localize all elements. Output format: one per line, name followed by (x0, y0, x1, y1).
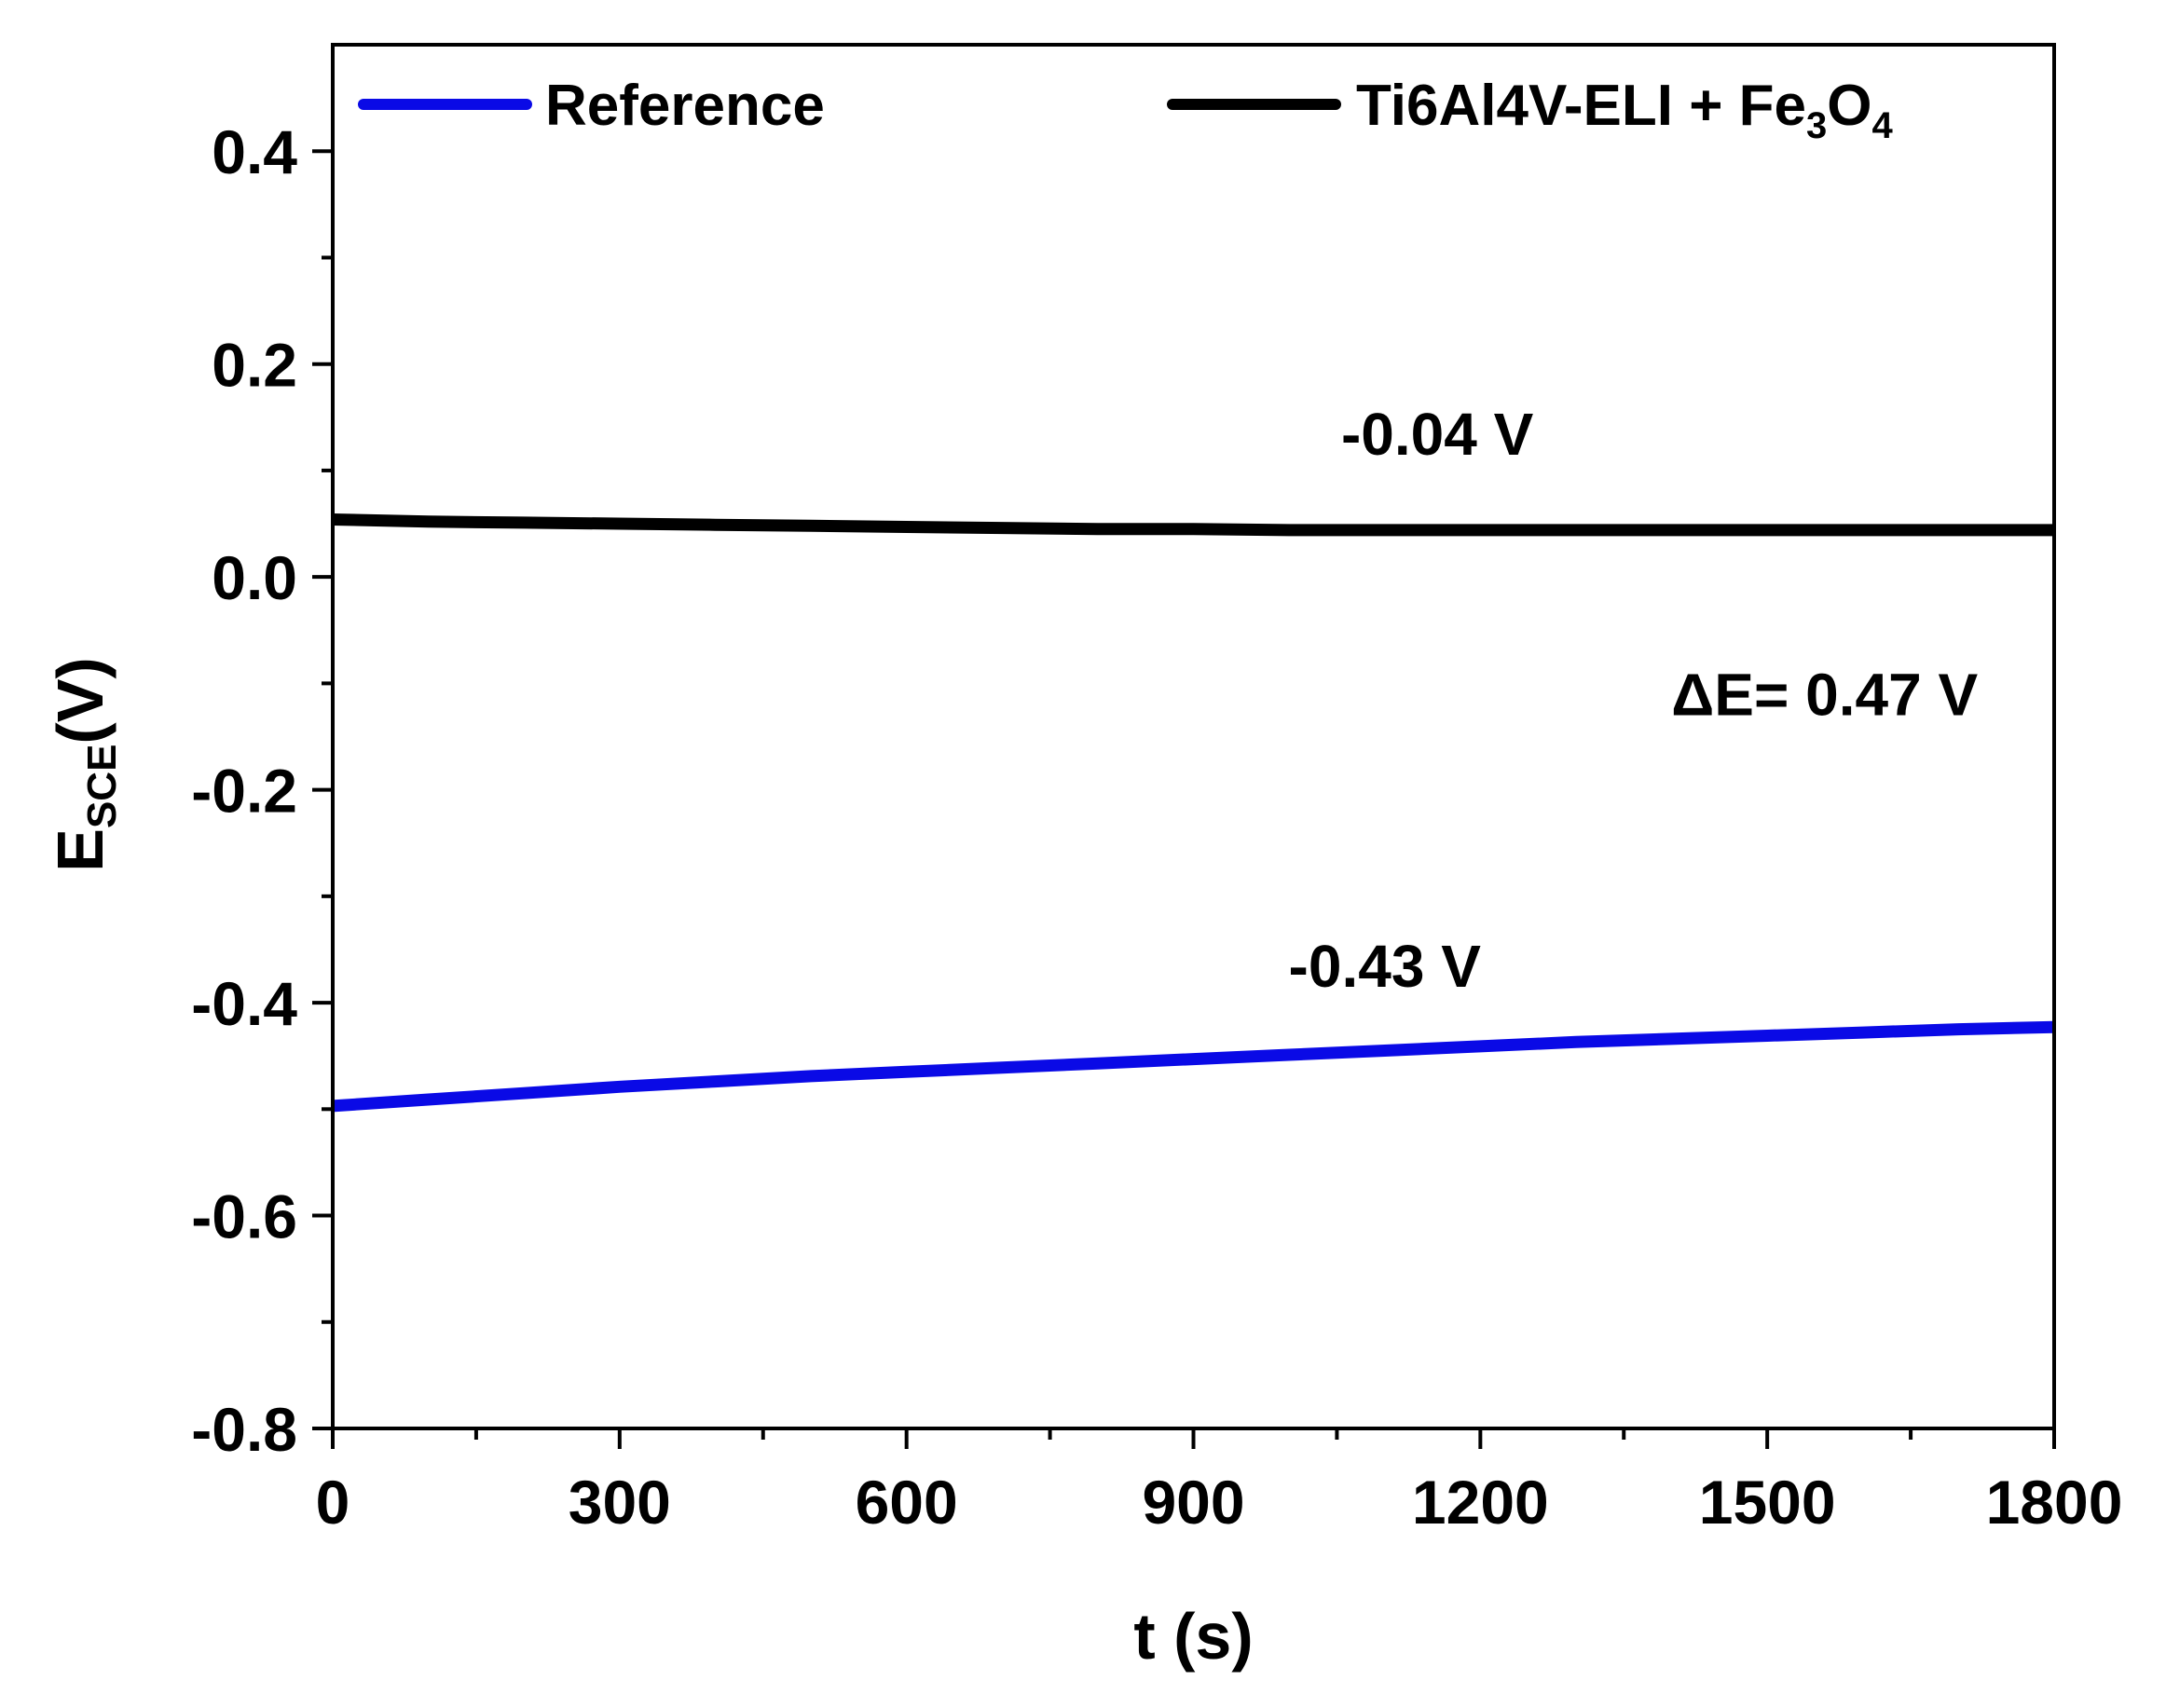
axis-ticks (312, 149, 2056, 1449)
y-tick-label: 0.0 (212, 543, 297, 612)
y-tick-label: 0.2 (212, 331, 297, 400)
y-axis-title: ESCE(V) (44, 657, 125, 872)
series-line-0 (332, 1020, 2055, 1113)
y-axis-title-suffix: (V) (44, 657, 117, 744)
legend-label-ti6al4v-fe3o4: Ti6Al4V-ELI + Fe3O4 (1356, 74, 1893, 146)
y-tick-label: -0.6 (191, 1182, 297, 1251)
annotation-1: -0.43 V (1289, 933, 1482, 1000)
x-tick-label: 0 (316, 1468, 350, 1537)
annotations: -0.04 V -0.43 V ΔE= 0.47 V (1289, 401, 1979, 1000)
plot-area (332, 513, 2055, 1113)
x-tick-label: 1200 (1412, 1468, 1549, 1537)
y-tick-label: -0.4 (191, 969, 297, 1038)
x-tick-label: 300 (569, 1468, 671, 1537)
legend-label-reference: Reference (545, 74, 825, 138)
y-axis-title-sub: SCE (79, 745, 125, 828)
legend: Reference Ti6Al4V-ELI + Fe3O4 (358, 74, 1893, 146)
x-tick-label: 1800 (1986, 1468, 2123, 1537)
x-axis-title: t (s) (1133, 1600, 1253, 1673)
series-line-1 (332, 513, 2054, 537)
y-axis-title-main: E (44, 828, 117, 872)
plot-frame (331, 43, 2056, 1430)
x-tick-label: 1500 (1699, 1468, 1836, 1537)
y-tick-label: -0.2 (191, 757, 297, 826)
y-tick-label: -0.8 (191, 1395, 297, 1464)
x-tick-label: 600 (856, 1468, 958, 1537)
annotation-0: -0.04 V (1341, 401, 1534, 468)
y-tick-label: 0.4 (212, 117, 297, 186)
x-tick-label: 900 (1142, 1468, 1244, 1537)
annotation-2: ΔE= 0.47 V (1671, 662, 1978, 729)
axis-tick-labels: 0 300 600 900 1200 1500 1800 -0.8 -0.6 -0.4 -0.2 0.… (191, 117, 2122, 1537)
